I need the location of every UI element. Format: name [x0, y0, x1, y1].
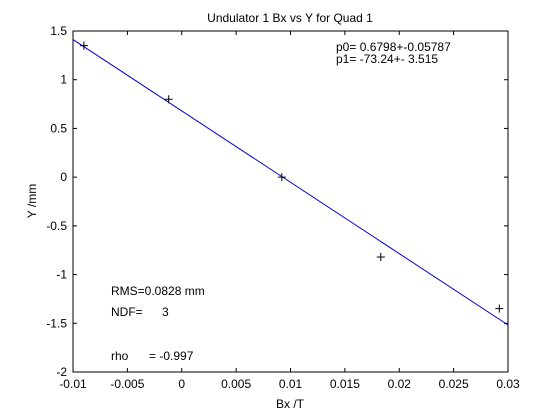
x-tick-label: -0.005	[110, 377, 144, 391]
y-tick-label: -2	[56, 365, 67, 379]
data-point-marker	[164, 95, 173, 104]
y-axis-ticks: -2 -1.5 -1 -0.5 0 0.5 1 1.5	[46, 24, 508, 379]
data-point-marker	[79, 41, 88, 50]
plot-frame	[72, 30, 509, 373]
ndf-value: 3	[162, 305, 169, 319]
p1-annotation: p1= -73.24+- 3.515	[336, 52, 438, 66]
fit-line-group	[72, 39, 509, 326]
y-tick-label: 1	[60, 73, 67, 87]
data-point-marker	[277, 173, 286, 182]
x-axis-ticks: -0.01 -0.005 0 0.005 0.01 0.015 0.02 0.025 0.03	[59, 31, 520, 391]
y-tick-label: 0	[60, 170, 67, 184]
y-tick-label: 0.5	[50, 121, 67, 135]
rho-label: rho	[111, 349, 129, 363]
x-axis-title: Bx /T	[276, 397, 305, 411]
y-tick-label: -1	[56, 268, 67, 282]
x-tick-label: 0.02	[388, 377, 412, 391]
x-tick-label: 0.015	[330, 377, 360, 391]
chart-title: Undulator 1 Bx vs Y for Quad 1	[207, 11, 373, 25]
y-tick-label: -0.5	[46, 219, 67, 233]
x-tick-label: 0.005	[221, 377, 251, 391]
x-tick-label: 0.025	[439, 377, 469, 391]
x-tick-label: 0.03	[496, 377, 520, 391]
y-tick-label: -1.5	[46, 316, 67, 330]
y-axis-title: Y /mm	[25, 184, 39, 218]
p0-annotation: p0= 0.6798+-0.05787	[336, 40, 451, 54]
y-tick-label: 1.5	[50, 24, 67, 38]
data-point-marker	[495, 304, 504, 313]
data-point-marker	[376, 253, 385, 262]
x-tick-label: -0.01	[59, 377, 87, 391]
rho-value: = -0.997	[149, 349, 194, 363]
ndf-label: NDF=	[111, 305, 143, 319]
x-tick-label: 0.01	[279, 377, 303, 391]
data-points	[79, 41, 504, 313]
rms-annotation: RMS=0.0828 mm	[111, 284, 205, 298]
fit-line	[72, 39, 509, 326]
x-tick-label: 0	[178, 377, 185, 391]
